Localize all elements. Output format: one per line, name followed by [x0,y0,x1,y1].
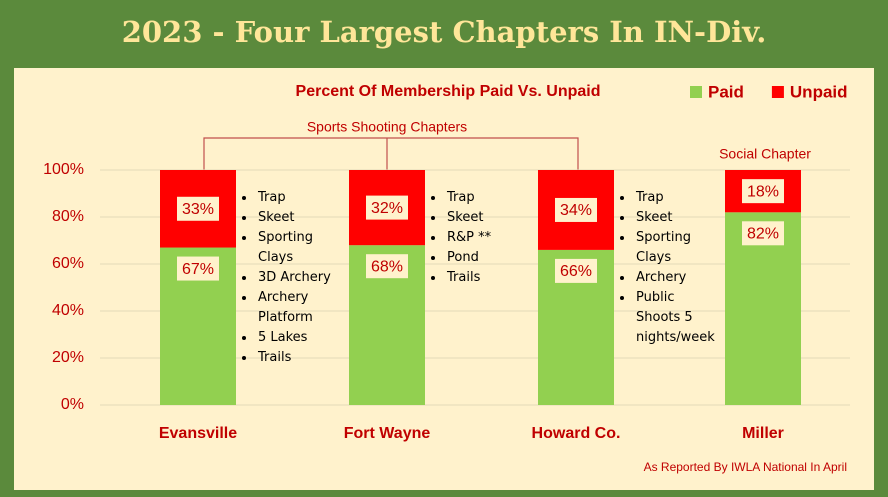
value-label: 18% [747,183,779,200]
activity-item: Skeet [256,208,344,228]
value-label-box [366,195,408,220]
social-label: Social Chapter [719,146,811,162]
activity-item: R&P ** [445,228,533,248]
activity-item: 3D Archery [256,268,344,288]
y-tick-label: 0% [61,396,84,413]
activity-item: Archery [634,268,722,288]
y-tick-label: 20% [52,349,84,366]
value-label: 33% [182,201,214,218]
value-label: 68% [371,258,403,275]
activity-item: Public Shoots 5 nights/week [634,288,722,348]
value-label-box [742,221,784,246]
activity-item: Trails [256,348,344,368]
activity-item: Trap [256,188,344,208]
activity-item: Sporting Clays [634,228,722,268]
activity-item: Skeet [634,208,722,228]
y-tick-label: 60% [52,255,84,272]
y-tick-label: 80% [52,208,84,225]
legend-swatch [690,86,702,98]
activity-list: TrapSkeetSporting ClaysArcheryPublic Sho… [616,188,722,348]
y-tick-label: 40% [52,302,84,319]
activity-item: Skeet [445,208,533,228]
y-tick-label: 100% [43,161,84,178]
x-tick-label: Fort Wayne [344,425,431,442]
value-label-box [177,196,219,221]
chart-title: 2023 - Four Largest Chapters In IN-Div. [122,15,767,49]
value-label-box [366,254,408,279]
value-label: 82% [747,226,779,243]
value-label-box [555,197,597,222]
value-label: 66% [560,263,592,280]
activity-item: Archery Platform [256,288,344,328]
value-label: 67% [182,261,214,278]
value-label: 34% [560,202,592,219]
x-tick-label: Miller [742,425,784,442]
value-label-box [555,258,597,283]
activity-item: Pond [445,248,533,268]
activity-item: 5 Lakes [256,328,344,348]
activity-list: TrapSkeetR&P **PondTrails [427,188,533,288]
legend-label: Unpaid [790,82,848,101]
x-tick-label: Howard Co. [532,425,621,442]
footnote: As Reported By IWLA National In April [644,460,847,474]
activity-item: Sporting Clays [256,228,344,268]
legend-swatch [771,86,784,98]
x-tick-label: Evansville [159,425,237,442]
legend-label: Paid [708,82,744,101]
activity-item: Trails [445,268,533,288]
activity-item: Trap [634,188,722,208]
activity-item: Trap [445,188,533,208]
value-label: 32% [371,200,403,217]
value-label-box [742,179,784,204]
group-label: Sports Shooting Chapters [307,119,467,135]
value-label-box [177,256,219,281]
chart-subtitle: Percent Of Membership Paid Vs. Unpaid [296,83,601,100]
bracket [203,137,579,170]
activity-list: TrapSkeetSporting Clays3D ArcheryArchery… [238,188,344,368]
